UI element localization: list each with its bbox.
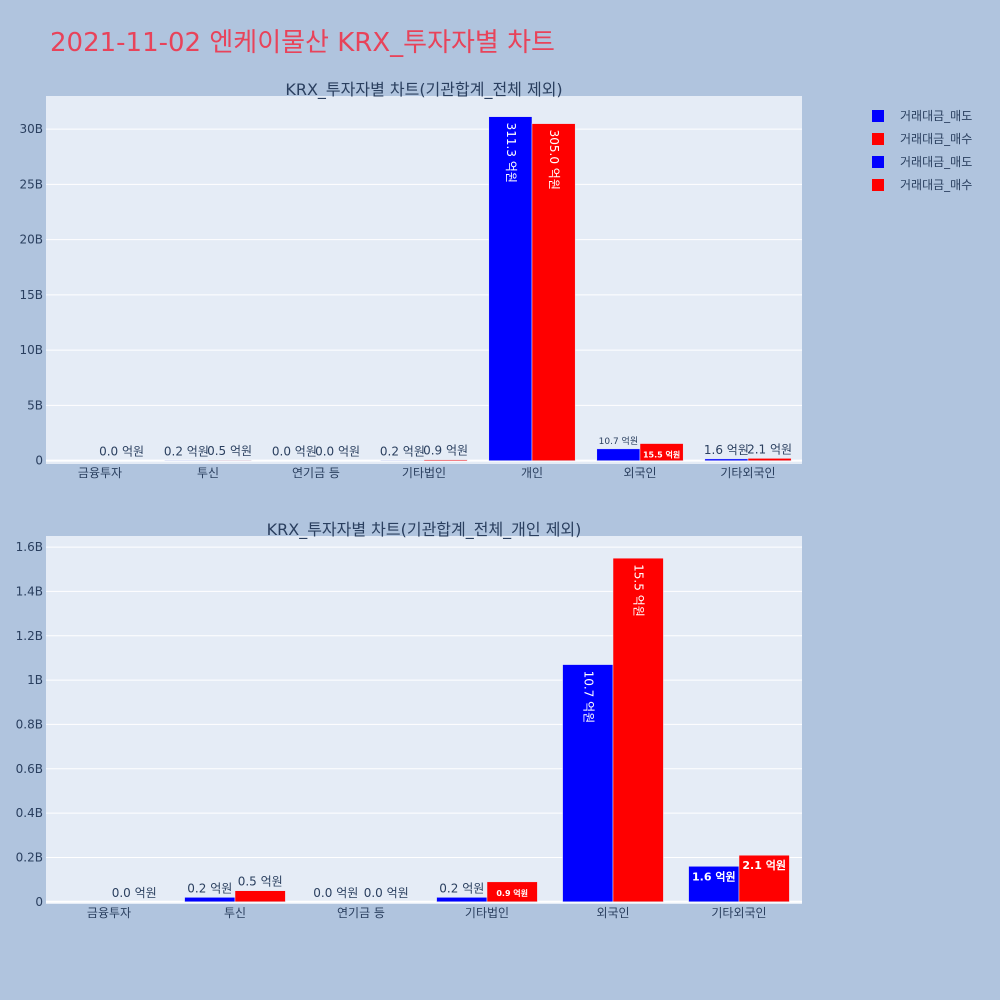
bar [423, 459, 468, 461]
legend-item-buy[interactable]: 거래대금_매수 [872, 127, 972, 150]
legend: 거래대금_매도 거래대금_매수 거래대금_매도 거래대금_매수 [872, 104, 972, 196]
data-label: 0.0 억원 [313, 886, 358, 900]
data-label: 0.2 억원 [164, 444, 209, 458]
data-label: 0.9 억원 [423, 444, 468, 458]
y-tick-label: 1.6B [16, 540, 43, 554]
y-tick-label: 20B [19, 233, 43, 247]
data-label: 1.6 억원 [704, 443, 749, 457]
data-label: 305.0 억원 [547, 130, 561, 190]
x-tick-label: 금융투자 [78, 466, 122, 480]
y-tick-label: 25B [19, 177, 43, 191]
x-tick-label: 투신 [224, 906, 246, 920]
bar [688, 866, 740, 903]
data-label: 0.5 억원 [207, 444, 252, 458]
data-label: 0.2 억원 [380, 444, 425, 458]
data-label: 0.2 억원 [439, 881, 484, 895]
legend-item-buy[interactable]: 거래대금_매수 [872, 173, 972, 196]
data-label: 0.0 억원 [99, 445, 144, 459]
legend-swatch-buy [872, 178, 884, 191]
data-label: 10.7 억원 [581, 671, 595, 724]
y-tick-label: 0.8B [16, 717, 43, 731]
data-label: 1.6 억원 [692, 869, 736, 883]
data-label: 0.0 억원 [272, 445, 317, 459]
bar [596, 448, 641, 461]
y-tick-label: 0 [35, 895, 43, 909]
y-tick-label: 30B [19, 122, 43, 136]
legend-swatch-sell [872, 109, 884, 122]
x-tick-label: 기타법인 [465, 906, 509, 920]
data-label: 0.0 억원 [315, 445, 360, 459]
bar [704, 458, 749, 461]
legend-label: 거래대금_매도 [900, 109, 973, 123]
data-label: 2.1 억원 [747, 442, 792, 456]
x-tick-label: 개인 [521, 466, 543, 480]
plot-area [46, 96, 802, 464]
y-tick-label: 1.2B [16, 629, 43, 643]
legend-label: 거래대금_매도 [900, 155, 973, 169]
data-label: 0.2 억원 [187, 881, 232, 895]
plot-area [46, 536, 802, 904]
x-tick-label: 기타외국인 [720, 466, 775, 480]
data-label: 0.9 억원 [496, 888, 528, 898]
chart-title: KRX_투자자별 차트(기관합계_전체_개인 제외) [267, 520, 582, 540]
data-label: 10.7 억원 [599, 435, 638, 447]
x-tick-label: 기타법인 [402, 466, 446, 480]
legend-label: 거래대금_매수 [900, 132, 973, 146]
y-tick-label: 0.6B [16, 762, 43, 776]
y-tick-label: 0 [35, 454, 43, 468]
x-tick-label: 기타외국인 [711, 906, 766, 920]
data-label: 15.5 억원 [643, 450, 680, 460]
x-tick-label: 금융투자 [87, 906, 131, 920]
page-title: 2021-11-02 엔케이물산 KRX_투자자별 차트 [50, 28, 555, 58]
data-label: 0.0 억원 [364, 886, 409, 900]
bar [531, 123, 576, 461]
y-tick-label: 0.4B [16, 806, 43, 820]
x-tick-label: 투신 [197, 466, 219, 480]
data-label: 15.5 억원 [632, 564, 646, 617]
y-tick-label: 1B [27, 673, 43, 687]
bar [234, 890, 286, 903]
legend-item-sell[interactable]: 거래대금_매도 [872, 150, 972, 173]
y-tick-label: 15B [19, 288, 43, 302]
bar [747, 458, 792, 461]
data-label: 2.1 억원 [742, 858, 786, 872]
data-label: 311.3 억원 [504, 123, 518, 183]
x-tick-label: 외국인 [623, 466, 656, 480]
chart-title: KRX_투자자별 차트(기관합계_전체 제외) [285, 80, 562, 100]
y-tick-label: 5B [27, 398, 43, 412]
x-tick-label: 연기금 등 [337, 906, 385, 920]
y-tick-label: 0.2B [16, 850, 43, 864]
y-tick-label: 10B [19, 343, 43, 357]
bar [436, 897, 488, 903]
legend-swatch-buy [872, 132, 884, 145]
x-tick-label: 연기금 등 [292, 466, 340, 480]
bar [562, 664, 614, 903]
bar [486, 881, 538, 903]
legend-item-sell[interactable]: 거래대금_매도 [872, 104, 972, 127]
bar [738, 854, 790, 903]
data-label: 0.0 억원 [112, 886, 157, 900]
bar [488, 116, 533, 461]
data-label: 0.5 억원 [238, 875, 283, 889]
legend-label: 거래대금_매수 [900, 178, 973, 192]
y-tick-label: 1.4B [16, 584, 43, 598]
bar [639, 443, 684, 461]
legend-swatch-sell [872, 155, 884, 168]
bar [612, 557, 664, 903]
x-tick-label: 외국인 [596, 906, 629, 920]
bar [184, 897, 236, 903]
bar [207, 459, 252, 461]
